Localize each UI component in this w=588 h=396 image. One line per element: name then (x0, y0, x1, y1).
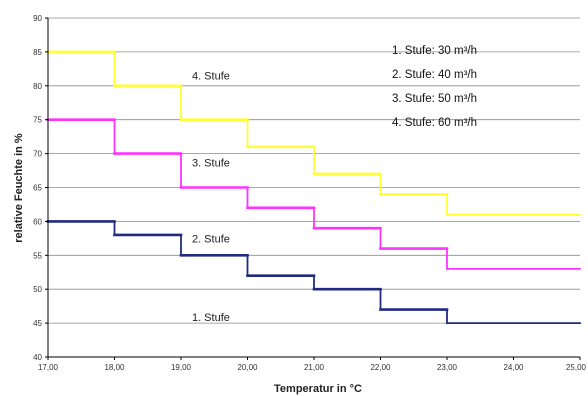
series-inline-label: 2. Stufe (192, 233, 230, 245)
x-tick-label: 23,00 (437, 363, 458, 372)
x-tick-label: 25,00 (566, 363, 587, 372)
y-tick-label: 75 (33, 116, 42, 125)
gridlines (48, 17, 580, 358)
x-tick-label: 24,00 (503, 363, 524, 372)
legend-entry: 1. Stufe: 30 m³/h (392, 45, 477, 57)
y-tick-label: 70 (33, 150, 42, 159)
x-tick-label: 17,00 (38, 363, 59, 372)
y-tick-label: 45 (33, 319, 42, 328)
series-inline-label: 4. Stufe (192, 71, 230, 83)
x-tick-label: 21,00 (304, 363, 325, 372)
x-tick-label: 20,00 (237, 363, 258, 372)
y-tick-label: 65 (33, 184, 42, 193)
legend-entry: 3. Stufe: 50 m³/h (392, 93, 477, 105)
y-tick-label: 80 (33, 82, 42, 91)
y-axis-title: relative Feuchte in % (13, 133, 25, 243)
y-tick-labels: 40 45 50 55 60 65 70 75 80 85 90 (33, 14, 48, 362)
series-inline-label: 1. Stufe (192, 312, 230, 324)
y-tick-label: 55 (33, 251, 42, 260)
y-tick-label: 60 (33, 217, 42, 226)
x-axis-title: Temperatur in °C (274, 383, 362, 395)
y-tick-label: 50 (33, 285, 42, 294)
x-tick-label: 19,00 (171, 363, 192, 372)
x-tick-label: 18,00 (104, 363, 125, 372)
y-tick-label: 85 (33, 48, 42, 57)
y-tick-label: 40 (33, 353, 42, 362)
x-tick-label: 22,00 (370, 363, 391, 372)
legend: 1. Stufe: 30 m³/h 2. Stufe: 40 m³/h 3. Stu… (392, 45, 477, 129)
inline-labels: 4. Stufe 3. Stufe 2. Stufe 1. Stufe (192, 71, 230, 324)
x-tick-labels: 17,00 18,00 19,00 20,00 21,00 22,00 23,00 24,00… (38, 357, 587, 372)
series-lines (46, 50, 581, 325)
y-tick-label: 90 (33, 14, 42, 23)
legend-entry: 2. Stufe: 40 m³/h (392, 69, 477, 81)
legend-entry: 4. Stufe: 60 m³/h (392, 117, 477, 129)
series-inline-label: 3. Stufe (192, 157, 230, 169)
